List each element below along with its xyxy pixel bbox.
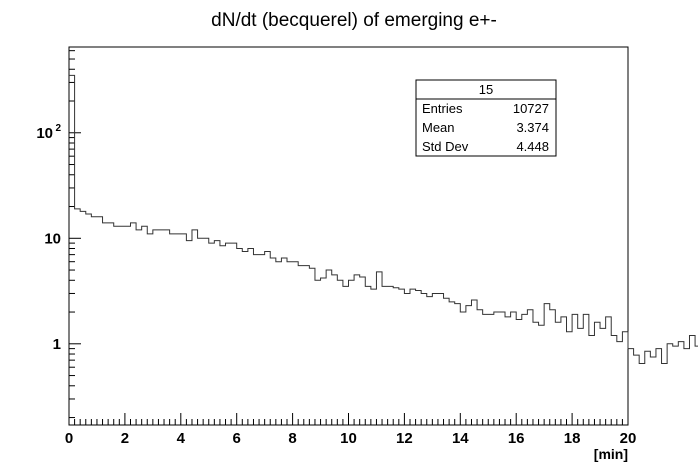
stats-box: 15 Entries 10727 Mean 3.374 Std Dev 4.448 bbox=[415, 79, 557, 157]
stats-row-label: Mean bbox=[422, 120, 455, 135]
stats-row-label: Std Dev bbox=[422, 139, 469, 154]
x-tick-label: 4 bbox=[177, 430, 186, 447]
stats-row-value: 4.448 bbox=[516, 139, 549, 154]
x-tick-label: 2 bbox=[121, 430, 129, 447]
y-tick-label: 10 bbox=[36, 125, 53, 142]
y-tick-exponent: 2 bbox=[55, 123, 61, 134]
x-axis: 0 2 4 6 8 10 12 14 16 18 20 bbox=[65, 413, 637, 447]
x-tick-label: 16 bbox=[508, 430, 525, 447]
x-tick-label: 14 bbox=[452, 430, 469, 447]
chart-title: dN/dt (becquerel) of emerging e+- bbox=[211, 10, 497, 31]
x-tick-label: 6 bbox=[233, 430, 241, 447]
x-tick-label: 12 bbox=[396, 430, 413, 447]
x-tick-label: 8 bbox=[288, 430, 296, 447]
stats-row-value: 3.374 bbox=[516, 120, 549, 135]
y-tick-label: 10 bbox=[44, 230, 61, 247]
stats-row-label: Entries bbox=[422, 101, 463, 116]
histogram-line bbox=[69, 74, 698, 365]
x-tick-label: 0 bbox=[65, 430, 73, 447]
x-axis-label: [min] bbox=[594, 446, 628, 462]
x-tick-label: 10 bbox=[340, 430, 357, 447]
stats-row-value: 10727 bbox=[513, 101, 549, 116]
stats-box-title: 15 bbox=[479, 82, 493, 97]
y-tick-label: 1 bbox=[53, 336, 61, 353]
x-tick-label: 20 bbox=[620, 430, 637, 447]
x-tick-label: 18 bbox=[564, 430, 581, 447]
